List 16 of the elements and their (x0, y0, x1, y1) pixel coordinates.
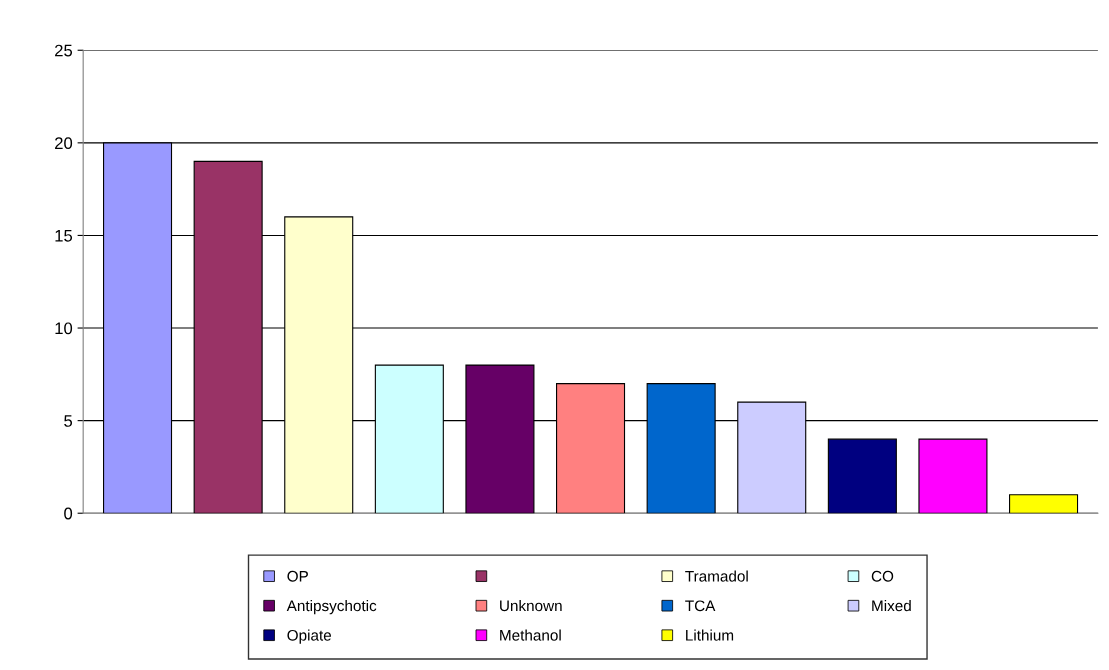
legend-label: OP (287, 570, 308, 582)
legend-label: Opiate (287, 629, 332, 644)
y-tick-label: 0 (64, 507, 73, 520)
legend-label: CO (871, 570, 894, 582)
y-tick-label: 15 (55, 230, 73, 242)
y-tick-label: 10 (55, 322, 73, 335)
legend-label: Methanol (500, 629, 561, 641)
legend-label: TCA (685, 600, 716, 612)
y-tick-label: 25 (55, 44, 73, 57)
legend-label: Unknown (500, 599, 562, 612)
legend-label: Tramadol (685, 570, 748, 582)
y-tick-label: 5 (64, 415, 73, 427)
y-tick-label: 20 (55, 137, 73, 150)
legend-label: Mixed (872, 599, 911, 612)
legend-label: Antipsychotic (286, 599, 377, 615)
legend-label: Lithium (686, 629, 734, 641)
